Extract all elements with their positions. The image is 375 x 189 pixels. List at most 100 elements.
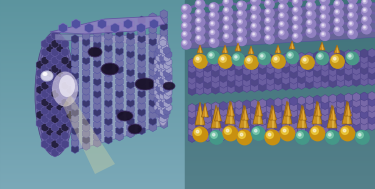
- Circle shape: [224, 0, 232, 7]
- Circle shape: [265, 0, 274, 9]
- Polygon shape: [162, 43, 168, 51]
- Bar: [0, 17, 185, 18]
- Circle shape: [363, 0, 367, 4]
- Polygon shape: [243, 67, 251, 76]
- Polygon shape: [138, 89, 146, 98]
- Bar: [0, 30, 185, 31]
- Circle shape: [251, 22, 260, 31]
- Circle shape: [251, 14, 260, 23]
- Polygon shape: [337, 67, 345, 76]
- Circle shape: [197, 37, 199, 39]
- Circle shape: [326, 130, 339, 143]
- Bar: [0, 2, 185, 3]
- Polygon shape: [127, 68, 134, 77]
- Polygon shape: [329, 112, 337, 121]
- Bar: [0, 172, 185, 173]
- Polygon shape: [71, 90, 79, 98]
- Bar: [185, 63, 375, 64]
- Bar: [0, 67, 185, 68]
- Bar: [0, 94, 185, 95]
- Polygon shape: [116, 34, 123, 43]
- Bar: [185, 188, 375, 189]
- Polygon shape: [56, 43, 64, 53]
- Bar: [0, 182, 185, 183]
- Polygon shape: [219, 74, 227, 83]
- Circle shape: [336, 11, 338, 12]
- Bar: [0, 169, 185, 170]
- Bar: [0, 127, 185, 128]
- Polygon shape: [66, 69, 74, 78]
- Circle shape: [267, 10, 268, 12]
- Bar: [0, 121, 185, 122]
- Bar: [0, 133, 185, 134]
- Bar: [185, 115, 375, 116]
- Bar: [0, 85, 185, 86]
- Polygon shape: [71, 35, 79, 43]
- Ellipse shape: [35, 32, 75, 156]
- Polygon shape: [219, 131, 227, 140]
- Polygon shape: [160, 59, 168, 67]
- Bar: [0, 177, 185, 178]
- Polygon shape: [156, 47, 163, 54]
- Polygon shape: [337, 45, 339, 53]
- Polygon shape: [282, 115, 290, 124]
- Polygon shape: [244, 105, 246, 128]
- Polygon shape: [105, 31, 112, 40]
- Polygon shape: [56, 136, 64, 144]
- Circle shape: [266, 131, 273, 138]
- Bar: [0, 87, 185, 88]
- Polygon shape: [93, 71, 101, 80]
- Bar: [185, 153, 375, 154]
- Bar: [185, 65, 375, 66]
- Circle shape: [294, 0, 296, 2]
- Polygon shape: [312, 101, 322, 124]
- Circle shape: [292, 15, 302, 24]
- Polygon shape: [266, 77, 274, 86]
- Circle shape: [225, 26, 227, 28]
- Circle shape: [238, 131, 252, 145]
- Polygon shape: [138, 59, 146, 67]
- Bar: [0, 8, 185, 9]
- Polygon shape: [116, 89, 123, 98]
- Circle shape: [252, 0, 256, 2]
- Bar: [185, 158, 375, 159]
- Polygon shape: [242, 106, 249, 120]
- Bar: [0, 51, 185, 52]
- Polygon shape: [93, 126, 101, 135]
- Polygon shape: [204, 115, 212, 123]
- Bar: [0, 72, 185, 73]
- Polygon shape: [149, 62, 157, 70]
- Circle shape: [194, 128, 208, 142]
- Polygon shape: [71, 47, 79, 56]
- Polygon shape: [71, 145, 79, 153]
- Bar: [185, 8, 375, 9]
- Bar: [185, 25, 375, 26]
- Polygon shape: [93, 132, 101, 141]
- Circle shape: [223, 33, 232, 42]
- Circle shape: [258, 52, 270, 64]
- Polygon shape: [329, 100, 337, 109]
- Bar: [0, 130, 185, 131]
- Polygon shape: [160, 120, 168, 129]
- Polygon shape: [138, 46, 146, 55]
- Bar: [185, 133, 375, 134]
- Circle shape: [362, 16, 371, 25]
- Circle shape: [335, 1, 339, 5]
- Bar: [185, 5, 375, 6]
- Circle shape: [194, 128, 201, 135]
- Circle shape: [307, 11, 316, 20]
- Circle shape: [194, 55, 207, 68]
- Circle shape: [253, 33, 255, 35]
- Polygon shape: [270, 106, 276, 120]
- Polygon shape: [219, 113, 227, 122]
- Circle shape: [333, 57, 336, 60]
- Circle shape: [293, 0, 298, 3]
- Circle shape: [350, 14, 352, 15]
- Polygon shape: [318, 102, 320, 116]
- Circle shape: [293, 7, 302, 16]
- Bar: [185, 130, 375, 131]
- Polygon shape: [251, 117, 258, 126]
- Circle shape: [253, 16, 255, 18]
- Circle shape: [195, 0, 204, 9]
- Bar: [185, 74, 375, 75]
